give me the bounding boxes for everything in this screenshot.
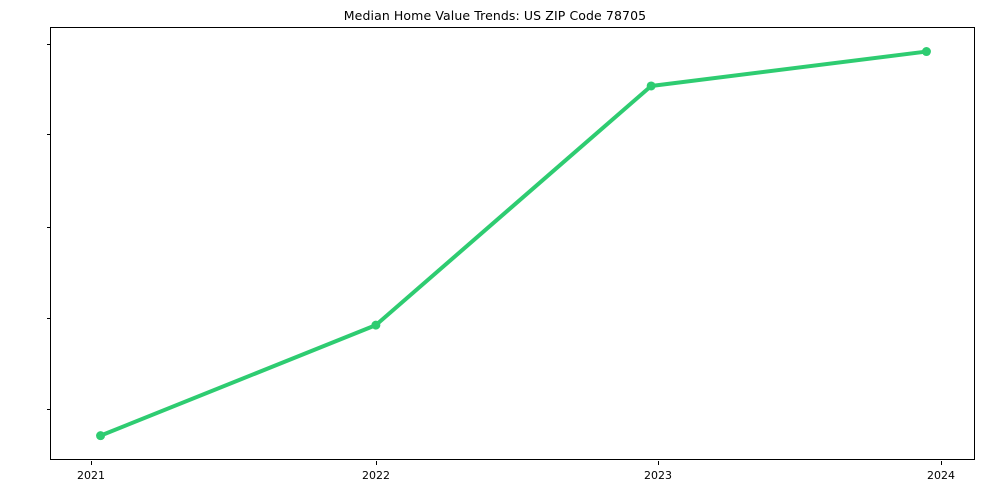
- x-tick-mark-2021: [91, 461, 93, 465]
- data-point-2024: [921, 47, 931, 57]
- x-tick-label-2021: 2021: [77, 469, 105, 482]
- data-point-2023: [646, 81, 656, 91]
- y-tick-mark-600k: [47, 134, 51, 136]
- x-tick-label-2023: 2023: [644, 469, 672, 482]
- x-tick-label-2024: 2024: [927, 469, 955, 482]
- series-canvas: [96, 47, 931, 441]
- y-tick-mark-650k: [47, 44, 51, 46]
- y-tick-mark-550k: [47, 227, 51, 229]
- data-point-2021: [96, 431, 106, 441]
- chart-title: Median Home Value Trends: US ZIP Code 78…: [343, 8, 647, 23]
- y-tick-mark-450k: [47, 409, 51, 411]
- x-tick-mark-2023: [658, 461, 660, 465]
- series-markers: [96, 47, 931, 441]
- series-line-median-home-value: [98, 49, 929, 438]
- x-tick-mark-2022: [376, 461, 378, 465]
- x-tick-mark-2024: [941, 461, 943, 465]
- plot-area: $450k $500k $550k $600k $650k 2021 2022 …: [47, 27, 975, 482]
- x-tick-label-2022: 2022: [362, 469, 390, 482]
- data-point-2022: [371, 320, 381, 330]
- y-tick-mark-500k: [47, 318, 51, 320]
